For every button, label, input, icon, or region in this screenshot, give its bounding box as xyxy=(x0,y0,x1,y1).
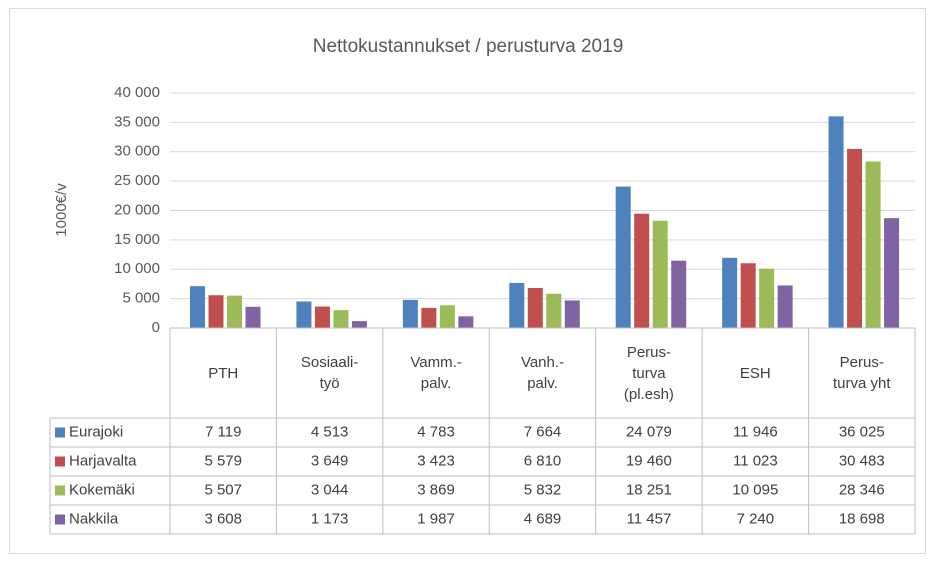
bar xyxy=(245,306,261,328)
table-value: 19 460 xyxy=(626,452,672,469)
y-tick-label: 20 000 xyxy=(114,201,160,218)
bar xyxy=(314,306,330,328)
bar xyxy=(458,316,474,328)
bar xyxy=(884,218,900,328)
y-tick-label: 40 000 xyxy=(114,84,160,101)
x-tick-label: Perus- turva yht xyxy=(833,354,891,392)
bar xyxy=(564,300,580,328)
legend-key xyxy=(55,456,65,467)
bar xyxy=(722,257,738,328)
x-tick-label: Sosiaali- työ xyxy=(300,354,359,392)
table-value: 3 044 xyxy=(311,481,349,498)
bar xyxy=(865,161,881,328)
table-value: 5 832 xyxy=(524,481,562,498)
table-value: 1 987 xyxy=(417,510,455,527)
x-tick-label: PTH xyxy=(208,364,239,382)
x-tick-label: Vamm.- palv. xyxy=(410,354,462,392)
table-value: 1 173 xyxy=(311,510,349,527)
y-tick-label: 10 000 xyxy=(114,260,160,277)
table-value: 4 689 xyxy=(524,510,562,527)
y-tick-label: 5 000 xyxy=(122,290,160,307)
y-tick-label: 35 000 xyxy=(114,113,160,130)
bar xyxy=(546,293,562,328)
table-value: 30 483 xyxy=(839,452,885,469)
bar xyxy=(615,186,631,328)
table-value: 3 649 xyxy=(311,452,349,469)
bar xyxy=(740,263,756,328)
table-value: 4 783 xyxy=(417,423,455,440)
bar xyxy=(777,285,793,328)
bar xyxy=(652,220,668,328)
legend-label: Eurajoki xyxy=(69,423,123,440)
legend-key xyxy=(55,514,65,525)
table-value: 3 869 xyxy=(417,481,455,498)
bar xyxy=(847,148,863,328)
bar xyxy=(333,310,349,328)
table-value: 3 423 xyxy=(417,452,455,469)
bar xyxy=(634,213,650,328)
table-value: 10 095 xyxy=(732,481,778,498)
table-value: 7 119 xyxy=(205,423,241,440)
chart-title: Nettokustannukset / perusturva 2019 xyxy=(313,36,624,57)
bar xyxy=(509,282,525,328)
bar xyxy=(190,286,205,328)
legend-key xyxy=(55,485,65,496)
table-value: 18 251 xyxy=(626,481,672,498)
table-value: 7 664 xyxy=(524,423,562,440)
bar xyxy=(227,295,242,328)
table-value: 28 346 xyxy=(839,481,885,498)
bar xyxy=(351,321,367,328)
table-value: 11 023 xyxy=(733,452,778,469)
bar xyxy=(527,287,543,328)
table-value: 11 457 xyxy=(627,510,672,527)
legend-label: Kokemäki xyxy=(69,481,135,498)
table-value: 5 507 xyxy=(204,481,242,498)
table-value: 4 513 xyxy=(311,423,349,440)
bar xyxy=(828,116,844,329)
table-value: 6 810 xyxy=(524,452,562,469)
x-tick-label: Perus- turva (pl.esh) xyxy=(623,343,674,403)
table-value: 18 698 xyxy=(839,510,885,527)
bar xyxy=(402,299,418,328)
y-tick-label: 25 000 xyxy=(114,172,160,189)
table-value: 36 025 xyxy=(839,423,885,440)
table-value: 5 579 xyxy=(204,452,242,469)
legend-label: Harjavalta xyxy=(69,452,137,469)
table-value: 24 079 xyxy=(626,423,672,440)
table-value: 3 608 xyxy=(204,510,242,527)
legend-key xyxy=(55,427,65,438)
bar xyxy=(759,268,775,328)
table-value: 7 240 xyxy=(737,510,775,527)
x-tick-label: ESH xyxy=(739,364,771,382)
x-tick-label: Vanh.- palv. xyxy=(520,354,565,392)
y-tick-label: 15 000 xyxy=(114,231,160,248)
y-axis-label: 1000€/v xyxy=(53,183,70,237)
bar xyxy=(439,305,455,328)
bar xyxy=(208,295,224,328)
table-value: 11 946 xyxy=(733,423,778,440)
y-tick-label: 0 xyxy=(152,319,160,336)
bar xyxy=(671,260,687,328)
bar xyxy=(421,307,437,328)
y-tick-label: 30 000 xyxy=(114,143,160,160)
bar xyxy=(296,301,312,328)
legend-label: Nakkila xyxy=(69,510,119,527)
